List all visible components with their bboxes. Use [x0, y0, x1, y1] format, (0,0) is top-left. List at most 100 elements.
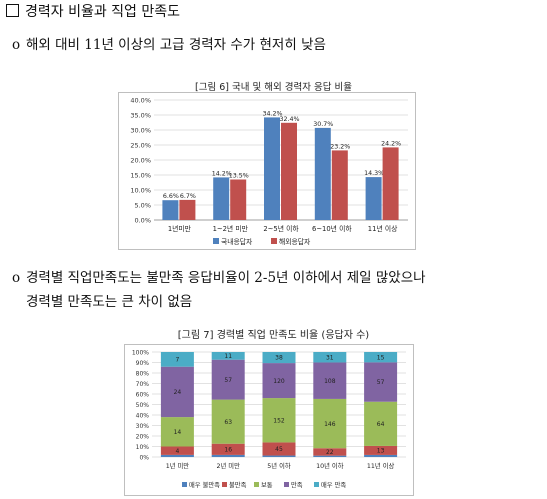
- bar-segment-매우 만족: [313, 352, 347, 363]
- bullet-text: 해외 대비 11년 이상의 고급 경력자 수가 현저히 낮음: [26, 37, 326, 53]
- data-label: 34.2%: [262, 110, 282, 117]
- data-label: 15: [377, 354, 385, 361]
- x-tick-label: 1년 미만: [166, 461, 190, 470]
- y-tick-label: 20%: [136, 433, 150, 440]
- data-label: 64: [377, 421, 385, 428]
- bullet-item-1: o 해외 대비 11년 이상의 고급 경력자 수가 현저히 낮음: [12, 33, 326, 57]
- data-label: 57: [377, 379, 385, 386]
- bar-해외응답자: [230, 179, 247, 220]
- data-label: 6.7%: [180, 193, 196, 200]
- data-label: 32.4%: [279, 116, 299, 123]
- y-tick-label: 10%: [136, 444, 150, 451]
- legend-swatch: [254, 482, 259, 487]
- bar-segment-보통: [211, 399, 245, 444]
- x-tick-label: 11년 이상: [368, 224, 398, 233]
- bar-해외응답자: [382, 147, 399, 220]
- legend-swatch: [271, 238, 277, 244]
- legend-entry: 불만족: [229, 480, 247, 489]
- bar-segment-불만족: [262, 442, 296, 456]
- legend-swatch: [182, 482, 187, 487]
- y-tick-label: 100%: [132, 349, 149, 356]
- x-tick-label: 2년 미만: [217, 461, 241, 470]
- data-label: 13: [377, 448, 385, 455]
- x-tick-label: 2~5년 이하: [263, 224, 299, 233]
- y-tick-label: 50%: [136, 402, 150, 409]
- bullet-item-2: o 경력별 직업만족도는 불만족 응답비율이 2-5년 이하에서 제일 많았으나 …: [12, 266, 426, 314]
- x-tick-label: 6~10년 이하: [312, 224, 352, 233]
- checkbox-square-icon: [6, 4, 19, 17]
- data-label: 14.3%: [364, 170, 384, 177]
- bar-segment-불만족: [160, 446, 194, 455]
- bar-segment-만족: [211, 359, 245, 400]
- data-label: 120: [273, 378, 285, 385]
- data-label: 31: [326, 354, 334, 361]
- bar-segment-만족: [364, 362, 398, 402]
- bar-segment-매우 불만족: [211, 454, 245, 457]
- y-tick-label: 10.0%: [130, 187, 151, 195]
- bar-국내응답자: [314, 127, 331, 220]
- bar-segment-보통: [262, 398, 296, 443]
- bar-segment-매우 불만족: [313, 455, 347, 457]
- bar-segment-매우 불만족: [262, 455, 296, 457]
- legend-swatch: [314, 482, 319, 487]
- legend-swatch: [222, 482, 227, 487]
- bar-국내응답자: [162, 200, 179, 220]
- figure-6-bar-chart: 0.0% 5.0% 10.0% 15.0% 20.0% 25.0% 30.0% 35.0% 40…: [118, 92, 416, 250]
- bullet-text: 경력별 직업만족도는 불만족 응답비율이 2-5년 이하에서 제일 많았으나: [26, 270, 426, 286]
- bar-segment-불만족: [364, 445, 398, 455]
- legend-entry: 국내응답자: [221, 237, 253, 246]
- bar-segment-만족: [313, 362, 347, 399]
- data-label: 6.6%: [163, 193, 179, 200]
- x-tick-label: 10년 이하: [316, 461, 344, 470]
- x-tick-label: 1년미만: [168, 224, 191, 233]
- bar-해외응답자: [179, 199, 196, 220]
- bar-segment-보통: [364, 401, 398, 446]
- y-tick-label: 5.0%: [134, 202, 151, 210]
- bar-segment-불만족: [211, 443, 245, 455]
- bar-segment-만족: [160, 366, 194, 418]
- legend-entry: 해외응답자: [279, 237, 311, 246]
- bullet-text-continued: 경력별 만족도는 큰 차이 없음: [26, 294, 193, 310]
- data-label: 63: [224, 419, 232, 426]
- x-tick-label: 11년 이상: [367, 461, 395, 470]
- legend-entry: 매우 불만족: [189, 480, 220, 489]
- bar-해외응답자: [331, 150, 348, 220]
- data-label: 22: [326, 449, 334, 456]
- y-tick-label: 25.0%: [130, 142, 151, 150]
- section-title: 경력자 비율과 직업 만족도: [6, 3, 180, 21]
- data-label: 16: [224, 447, 232, 454]
- y-tick-label: 20.0%: [130, 157, 151, 165]
- data-label: 7: [175, 357, 179, 364]
- data-label: 4: [175, 448, 179, 455]
- y-tick-label: 0%: [139, 454, 149, 461]
- legend-entry: 보통: [261, 481, 273, 489]
- section-title-text: 경력자 비율과 직업 만족도: [25, 4, 181, 20]
- data-label: 14.2%: [212, 170, 232, 177]
- data-label: 146: [324, 421, 336, 428]
- bullet-circle-icon: o: [12, 270, 21, 286]
- bar-segment-매우 불만족: [160, 454, 194, 457]
- data-label: 13.5%: [229, 173, 249, 180]
- bar-segment-매우 불만족: [364, 454, 398, 457]
- bar-segment-매우 만족: [160, 352, 194, 367]
- bar-국내응답자: [365, 177, 382, 220]
- data-label: 30.7%: [313, 121, 333, 128]
- data-label: 45: [275, 446, 283, 453]
- x-tick-label: 1~2년 미만: [213, 224, 248, 233]
- y-tick-label: 80%: [136, 370, 150, 377]
- y-tick-label: 90%: [136, 360, 150, 367]
- y-tick-label: 30%: [136, 423, 150, 430]
- data-label: 38: [275, 355, 283, 362]
- legend-swatch: [213, 238, 219, 244]
- data-label: 24: [174, 389, 182, 396]
- legend-swatch: [284, 482, 289, 487]
- bar-국내응답자: [264, 117, 280, 220]
- y-tick-label: 40.0%: [130, 97, 151, 105]
- bar-segment-불만족: [313, 448, 347, 456]
- bar-국내응답자: [213, 177, 230, 220]
- data-label: 108: [324, 378, 336, 385]
- data-label: 57: [224, 377, 232, 384]
- legend-entry: 만족: [291, 480, 303, 489]
- y-tick-label: 35.0%: [130, 112, 151, 120]
- y-tick-label: 0.0%: [134, 217, 151, 225]
